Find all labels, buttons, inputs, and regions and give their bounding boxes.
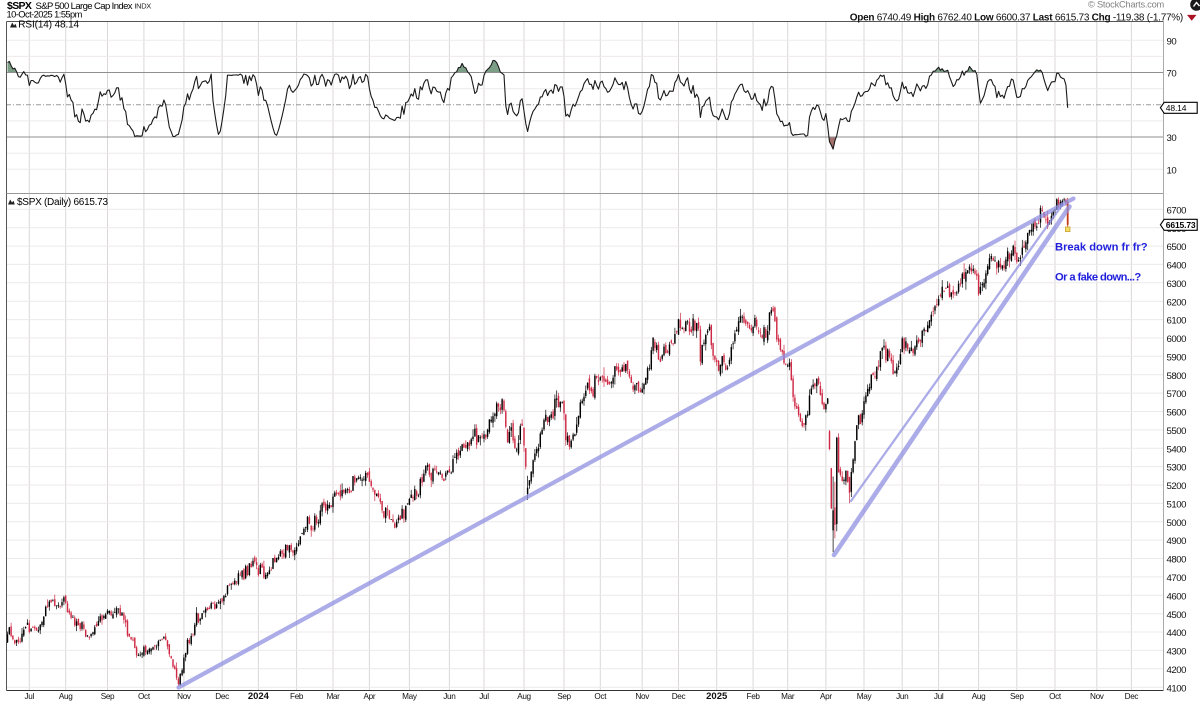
svg-text:Sep: Sep — [1010, 692, 1024, 701]
svg-text:4100: 4100 — [1167, 683, 1187, 694]
svg-text:Jul: Jul — [934, 692, 944, 701]
svg-text:May: May — [402, 692, 418, 701]
svg-text:Jun: Jun — [896, 692, 909, 701]
svg-text:Apr: Apr — [364, 692, 376, 701]
svg-text:10-Oct-2025 1:55pm: 10-Oct-2025 1:55pm — [7, 10, 83, 20]
svg-text:Aug: Aug — [972, 692, 986, 701]
svg-text:Apr: Apr — [820, 692, 832, 701]
svg-text:5700: 5700 — [1167, 389, 1187, 400]
svg-text:5600: 5600 — [1167, 408, 1187, 419]
svg-text:5800: 5800 — [1167, 371, 1187, 382]
svg-text:6300: 6300 — [1167, 279, 1187, 290]
svg-text:30: 30 — [1167, 133, 1177, 144]
svg-text:Sep: Sep — [101, 692, 115, 701]
svg-text:Nov: Nov — [635, 692, 650, 701]
svg-text:Oct: Oct — [594, 692, 607, 701]
svg-text:6000: 6000 — [1167, 334, 1187, 345]
svg-text:Oct: Oct — [138, 692, 151, 701]
svg-text:5900: 5900 — [1167, 352, 1187, 363]
svg-text:6700: 6700 — [1167, 205, 1187, 216]
svg-text:5300: 5300 — [1167, 463, 1187, 474]
svg-text:© StockCharts.com: © StockCharts.com — [1088, 0, 1164, 10]
svg-text:5500: 5500 — [1167, 426, 1187, 437]
svg-text:4200: 4200 — [1167, 665, 1187, 676]
svg-text:Dec: Dec — [1125, 692, 1139, 701]
svg-text:48.14: 48.14 — [1166, 103, 1187, 113]
svg-text:Jul: Jul — [25, 692, 35, 701]
svg-text:May: May — [857, 692, 873, 701]
svg-text:4500: 4500 — [1167, 610, 1187, 621]
svg-text:4300: 4300 — [1167, 647, 1187, 658]
svg-text:6100: 6100 — [1167, 316, 1187, 327]
svg-text:Mar: Mar — [781, 692, 795, 701]
svg-text:6400: 6400 — [1167, 261, 1187, 272]
svg-text:Or a fake down...?: Or a fake down...? — [1055, 272, 1141, 284]
svg-text:4800: 4800 — [1167, 555, 1187, 566]
svg-text:5100: 5100 — [1167, 500, 1187, 511]
svg-text:Open 6740.49 High 6762.40 Low: Open 6740.49 High 6762.40 Low 6600.37 La… — [850, 13, 1183, 24]
svg-text:5000: 5000 — [1167, 518, 1187, 529]
svg-text:Nov: Nov — [177, 692, 192, 701]
svg-text:4400: 4400 — [1167, 628, 1187, 639]
svg-text:Break down fr fr?: Break down fr fr? — [1055, 241, 1148, 253]
svg-text:Sep: Sep — [557, 692, 571, 701]
svg-text:Dec: Dec — [215, 692, 229, 701]
svg-text:Feb: Feb — [290, 692, 304, 701]
svg-text:6200: 6200 — [1167, 297, 1187, 308]
svg-text:2024: 2024 — [248, 691, 270, 702]
svg-text:Feb: Feb — [747, 692, 761, 701]
svg-text:Oct: Oct — [1049, 692, 1062, 701]
svg-text:Jul: Jul — [479, 692, 489, 701]
svg-text:4900: 4900 — [1167, 536, 1187, 547]
svg-text:4600: 4600 — [1167, 591, 1187, 602]
svg-text:10: 10 — [1167, 165, 1177, 176]
svg-text:2025: 2025 — [706, 691, 728, 702]
svg-text:6615.73: 6615.73 — [1166, 220, 1196, 230]
svg-text:Jun: Jun — [443, 692, 456, 701]
svg-text:INDX: INDX — [135, 1, 152, 10]
svg-text:5200: 5200 — [1167, 481, 1187, 492]
svg-text:$SPX (Daily) 6615.73: $SPX (Daily) 6615.73 — [17, 197, 108, 208]
svg-text:Aug: Aug — [517, 692, 531, 701]
svg-text:70: 70 — [1167, 69, 1177, 80]
svg-text:RSI(14) 48.14: RSI(14) 48.14 — [18, 20, 79, 31]
svg-text:$SPX: $SPX — [7, 0, 32, 12]
svg-text:90: 90 — [1167, 36, 1177, 47]
svg-text:Aug: Aug — [59, 692, 73, 701]
svg-text:Dec: Dec — [672, 692, 686, 701]
svg-text:Nov: Nov — [1090, 692, 1105, 701]
svg-text:S&P 500 Large Cap Index: S&P 500 Large Cap Index — [36, 1, 133, 12]
svg-text:6500: 6500 — [1167, 242, 1187, 253]
svg-text:Mar: Mar — [326, 692, 340, 701]
svg-text:5400: 5400 — [1167, 444, 1187, 455]
svg-text:4700: 4700 — [1167, 573, 1187, 584]
